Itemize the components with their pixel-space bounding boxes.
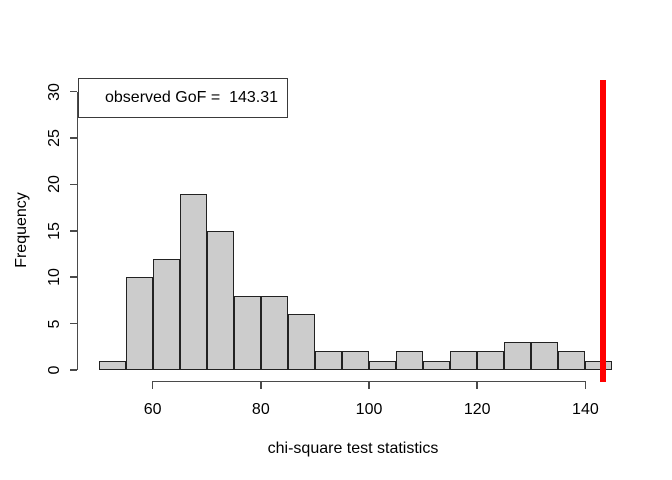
histogram-bar: [477, 351, 505, 370]
histogram-bar: [585, 360, 613, 370]
histogram-bar: [125, 277, 153, 370]
histogram-bar: [504, 342, 532, 370]
x-axis-tick: [584, 381, 587, 389]
x-axis-tick: [368, 381, 370, 389]
y-axis-tick: [69, 183, 77, 186]
histogram-bar: [450, 351, 478, 370]
legend-text: observed GoF = 143.31: [105, 88, 278, 106]
y-tick-label: 20: [46, 175, 63, 194]
y-axis-tick: [69, 322, 77, 325]
x-tick-label: 100: [355, 401, 383, 418]
legend-box: observed GoF = 143.31: [78, 77, 288, 118]
histogram-bar: [233, 295, 261, 370]
histogram-bar: [314, 351, 342, 370]
y-axis-tick: [69, 137, 77, 139]
y-axis-tick: [69, 230, 77, 232]
y-axis-tick: [69, 369, 77, 371]
x-axis-tick: [476, 381, 478, 389]
y-tick-label: 5: [46, 319, 63, 329]
histogram-bar: [558, 351, 586, 370]
x-axis-tick: [151, 381, 154, 389]
histogram-bar: [179, 193, 207, 370]
histogram-bar: [531, 342, 559, 370]
histogram-bar: [260, 295, 288, 370]
histogram-bar: [341, 351, 369, 370]
y-axis-line: [76, 91, 78, 370]
histogram-bar: [396, 351, 424, 370]
histogram-bar: [423, 360, 451, 370]
x-tick-label: 80: [251, 401, 270, 418]
x-tick-label: 60: [143, 401, 162, 418]
histogram-bar: [206, 230, 234, 370]
y-tick-label: 15: [46, 221, 63, 240]
histogram-bar: [287, 314, 315, 370]
observed-gof-line: [600, 80, 607, 382]
x-tick-label: 140: [572, 401, 599, 418]
y-tick-label: 10: [46, 268, 63, 287]
y-tick-label: 30: [46, 82, 63, 101]
y-axis-title: Frequency: [13, 192, 30, 268]
histogram-bar: [98, 360, 126, 370]
y-tick-label: 0: [46, 365, 63, 375]
x-axis-tick: [260, 381, 262, 389]
histogram-bar: [152, 258, 180, 370]
y-axis-tick: [69, 276, 77, 278]
x-tick-label: 120: [463, 401, 491, 418]
y-tick-label: 25: [46, 129, 63, 147]
histogram-bar: [369, 360, 397, 370]
y-axis-tick: [69, 90, 77, 93]
x-axis-title: chi-square test statistics: [267, 440, 439, 457]
